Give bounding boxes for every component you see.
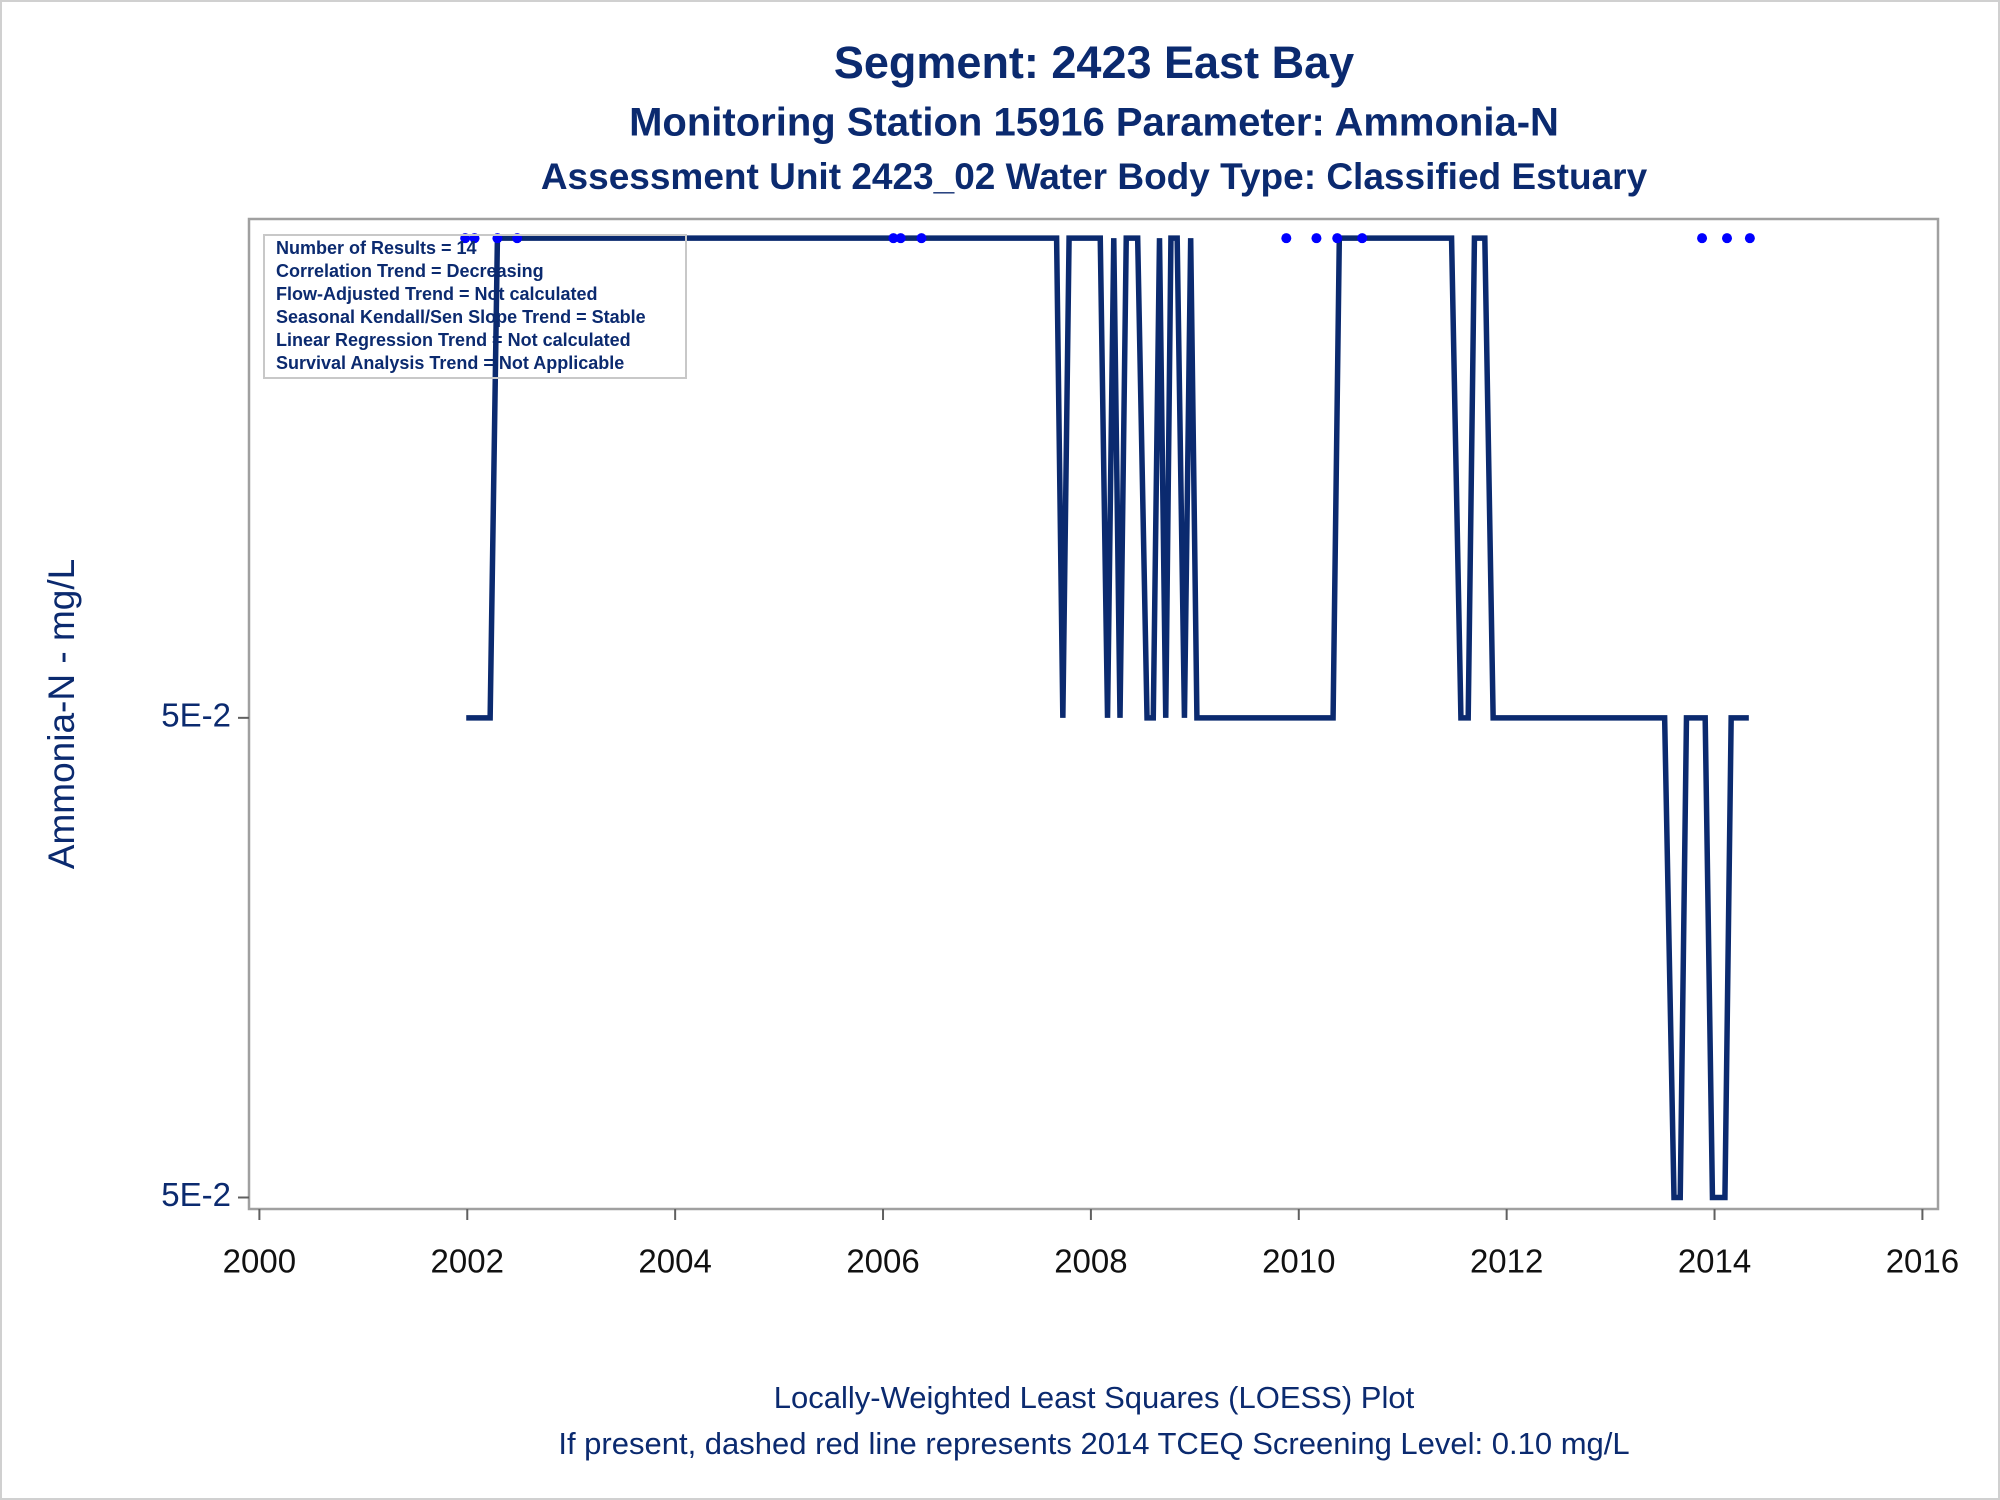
data-point	[1697, 233, 1708, 244]
footnote: Locally-Weighted Least Squares (LOESS) P…	[774, 1380, 1415, 1415]
stats-text: Seasonal Kendall/Sen Slope Trend = Stabl…	[276, 307, 646, 327]
stats-box	[263, 234, 687, 379]
y-tick-label: 5E-2	[161, 1176, 231, 1213]
data-point	[1357, 233, 1368, 244]
stats-text: Survival Analysis Trend = Not Applicable	[276, 353, 624, 373]
x-tick-label: 2002	[431, 1243, 504, 1280]
stats-text: Number of Results = 14	[276, 238, 477, 258]
data-point	[1744, 233, 1755, 244]
x-tick-label: 2004	[638, 1243, 711, 1280]
data-point	[916, 233, 927, 244]
x-tick-label: 2014	[1678, 1243, 1751, 1280]
chart-title: Segment: 2423 East Bay	[834, 37, 1354, 88]
stats-text: Linear Regression Trend = Not calculated	[276, 330, 631, 350]
y-tick-label: 5E-2	[161, 697, 231, 734]
x-tick-label: 2000	[223, 1243, 296, 1280]
chart-subtitle: Monitoring Station 15916 Parameter: Ammo…	[629, 101, 1559, 145]
data-point	[1332, 233, 1343, 244]
stats-text: Flow-Adjusted Trend = Not calculated	[276, 284, 598, 304]
y-axis-label: Ammonia-N - mg/L	[41, 559, 82, 869]
data-point	[895, 233, 906, 244]
loess-line	[466, 235, 1749, 1201]
footnote: If present, dashed red line represents 2…	[558, 1426, 1629, 1461]
data-point	[888, 233, 899, 244]
x-tick-label: 2012	[1470, 1243, 1543, 1280]
x-tick-label: 2008	[1054, 1243, 1127, 1280]
data-point	[1281, 233, 1292, 244]
stats-text: Correlation Trend = Decreasing	[276, 261, 544, 281]
x-tick-label: 2010	[1262, 1243, 1335, 1280]
data-point	[1311, 233, 1322, 244]
data-point	[1722, 233, 1733, 244]
x-tick-label: 2016	[1886, 1243, 1959, 1280]
chart-subtitle: Assessment Unit 2423_02 Water Body Type:…	[541, 156, 1648, 197]
x-tick-label: 2006	[846, 1243, 919, 1280]
plot-area	[247, 217, 1940, 1211]
